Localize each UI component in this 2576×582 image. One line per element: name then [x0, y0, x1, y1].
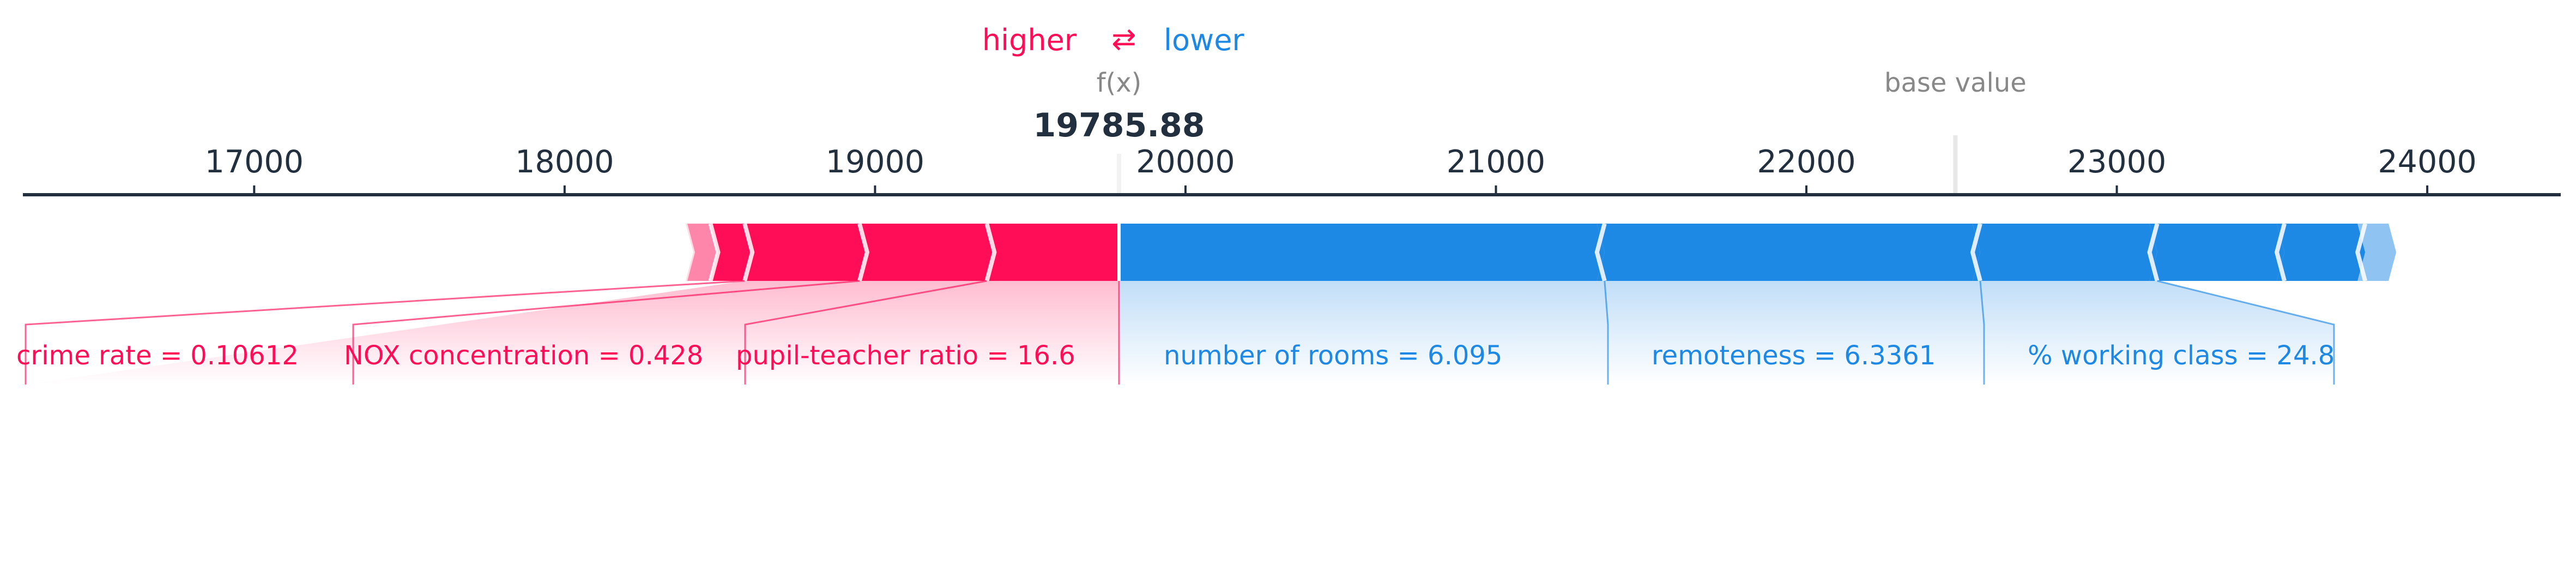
- positive-force-bar: [685, 224, 718, 281]
- negative-force-bar: [2277, 224, 2366, 281]
- negative-force-bar: [1118, 224, 1605, 281]
- x-tick-label: 21000: [1447, 144, 1545, 180]
- negative-label-line: [2157, 280, 2335, 385]
- positive-force-divider: [857, 223, 870, 282]
- negative-label-wedge: [1604, 281, 1984, 385]
- legend-higher-label: higher: [982, 23, 1077, 57]
- negative-force-bar: [2357, 224, 2397, 281]
- force-bars: [684, 221, 2397, 283]
- x-tick-label: 20000: [1136, 144, 1235, 180]
- x-tick-label: 24000: [2378, 144, 2476, 180]
- positive-force-divider: [984, 223, 997, 282]
- positive-force-divider: [742, 223, 755, 282]
- positive-force-end: [684, 223, 696, 281]
- legend-arrows-icon: ⇄: [1111, 22, 1136, 56]
- fx-value: 19785.88: [1033, 106, 1205, 145]
- negative-label-wedge: [1980, 281, 2334, 385]
- x-tick-label: 22000: [1757, 144, 1855, 180]
- negative-force-bar: [2149, 224, 2285, 281]
- positive-force-bar: [710, 224, 753, 281]
- x-tick-label: 18000: [515, 144, 614, 180]
- positive-label-line: [25, 280, 745, 385]
- positive-label-wedge: [353, 281, 987, 385]
- negative-force-divider: [1594, 223, 1607, 282]
- legend: higher ⇄ lower: [982, 22, 1245, 57]
- negative-force-divider: [1970, 223, 1982, 282]
- fx-label: f(x): [1097, 68, 1142, 98]
- x-axis-ticks: 17000 18000 19000 20000 21000 22000 23000 24000: [205, 135, 2477, 196]
- negative-force-divider: [2274, 223, 2287, 282]
- negative-feature-label: number of rooms = 6.095: [1164, 340, 1502, 371]
- negative-force-bar: [1972, 224, 2157, 281]
- positive-force-divider: [708, 223, 721, 282]
- positive-force-bar: [987, 224, 1119, 281]
- negative-force-bar: [1597, 224, 1980, 281]
- x-tick-label: 17000: [205, 144, 304, 180]
- positive-force-bar: [745, 224, 867, 281]
- positive-feature-label: crime rate = 0.10612: [16, 340, 299, 371]
- x-tick-label: 23000: [2067, 144, 2166, 180]
- positive-label-wedge: [745, 281, 1119, 385]
- negative-feature-label: remoteness = 6.3361: [1652, 340, 1936, 371]
- positive-force-bar: [859, 224, 995, 281]
- legend-lower-label: lower: [1164, 23, 1244, 57]
- negative-label-wedge: [1118, 281, 1608, 385]
- negative-feature-label: % working class = 24.8: [2028, 340, 2335, 371]
- base-value-label: base value: [1884, 68, 2027, 98]
- negative-force-divider: [2355, 223, 2368, 282]
- negative-force-divider: [2147, 223, 2160, 282]
- x-tick-label: 19000: [826, 144, 924, 180]
- positive-label-wedge: [26, 281, 860, 385]
